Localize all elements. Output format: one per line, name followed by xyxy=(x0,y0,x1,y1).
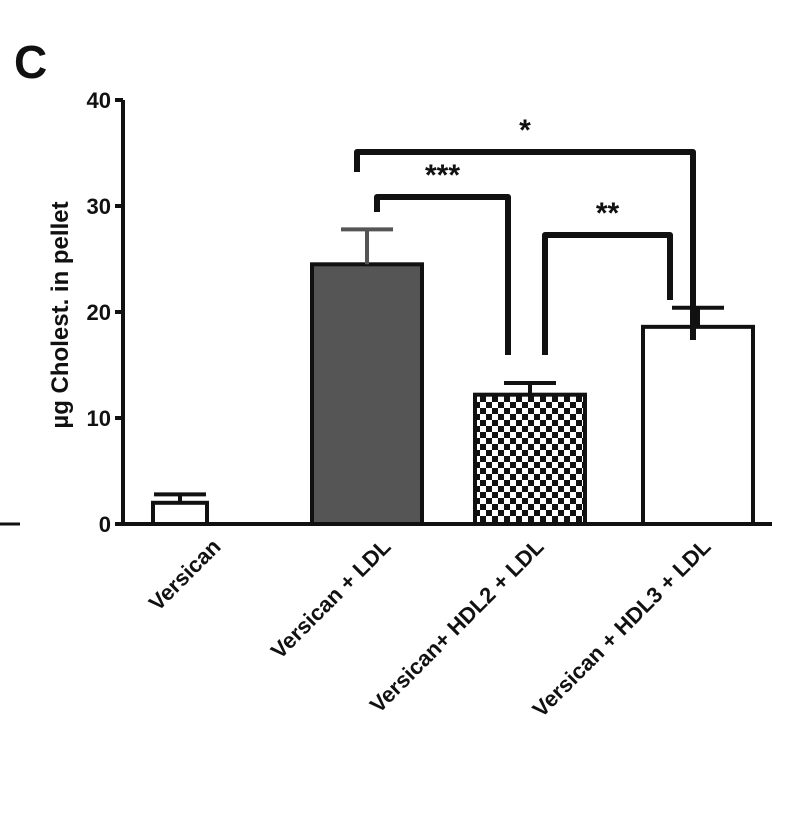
error-bars xyxy=(154,227,724,503)
y-axis-ticks: 0 10 20 30 40 xyxy=(87,88,123,537)
significance-bracket xyxy=(354,149,696,340)
category-label: Versican xyxy=(144,534,226,616)
panel-label: C xyxy=(14,36,47,88)
bar xyxy=(473,392,587,526)
category-label: Versican + LDL xyxy=(266,534,396,664)
y-tick-label: 0 xyxy=(99,512,111,537)
significance-label: ** xyxy=(596,197,620,230)
bar xyxy=(641,324,755,526)
bar xyxy=(310,262,424,526)
bars xyxy=(151,262,755,526)
significance-label: *** xyxy=(425,159,460,192)
category-label: Versican+ HDL2 + LDL xyxy=(365,534,549,718)
category-label: Versican + HDL3 + LDL xyxy=(528,534,716,722)
significance-brackets: ****** xyxy=(354,114,696,355)
y-axis-title: µg Cholest. in pellet xyxy=(47,201,74,428)
y-tick-label: 30 xyxy=(87,194,111,219)
y-tick-label: 40 xyxy=(87,88,111,113)
y-tick-label: 20 xyxy=(87,300,111,325)
significance-label: * xyxy=(519,114,531,147)
significance-bracket xyxy=(542,232,673,355)
significance-bracket xyxy=(374,194,511,355)
y-tick-label: 10 xyxy=(87,406,111,431)
bar xyxy=(151,500,209,526)
